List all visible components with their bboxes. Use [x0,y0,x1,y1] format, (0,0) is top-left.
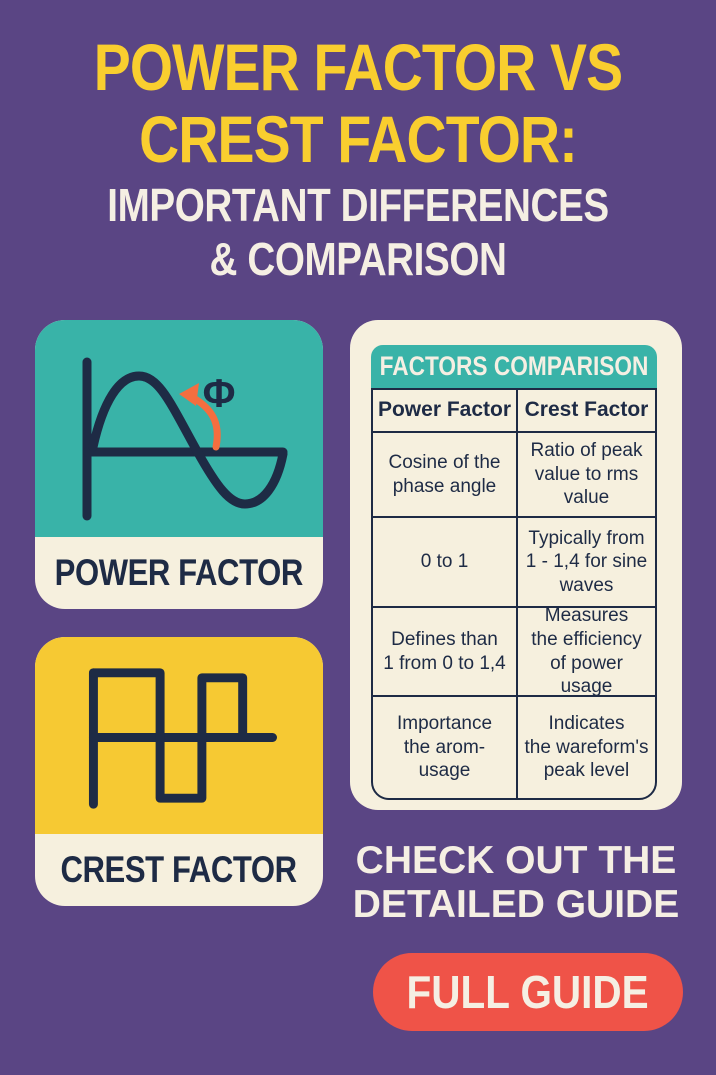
column-header-crest-factor: Crest Factor [518,390,655,433]
table-cell: 0 to 1 [373,518,518,608]
table-cell: Defines than 1 from 0 to 1,4 [373,608,518,697]
page-title-line1: POWER FACTOR VS [93,30,623,104]
phi-symbol: Φ [203,372,236,416]
full-guide-button[interactable]: FULL GUIDE [373,953,683,1031]
comparison-table: Power Factor Crest Factor Cosine of the … [371,388,657,800]
page-subtitle-line2: & COMPARISON [209,233,507,285]
cta-text-line1: CHECK OUT THE [355,839,677,882]
sine-wave-phase-angle-icon: Φ [35,320,323,537]
power-factor-label: POWER FACTOR [54,552,304,593]
table-cell: Measures the efficiency of power usage [518,605,655,697]
table-cell: Importance the arom- usage [373,697,518,798]
crest-factor-card: CREST FACTOR [35,637,323,906]
crest-factor-label: CREST FACTOR [60,849,298,890]
table-cell: Ratio of peak value to rms value [518,433,655,518]
phase-arrow-head [179,383,199,406]
comparison-card: FACTORS COMPARISON Power Factor Crest Fa… [350,320,682,810]
page-subtitle-line1: IMPORTANT DIFFERENCES [107,179,609,231]
page-title-line2: CREST FACTOR: [139,102,578,176]
column-header-power-factor: Power Factor [373,390,518,433]
square-wave-icon [35,637,323,834]
power-factor-card: Φ POWER FACTOR [35,320,323,609]
cta-text-line2: DETAILED GUIDE [352,883,680,926]
comparison-table-title: FACTORS COMPARISON [371,345,657,388]
table-cell: Typically from 1 - 1,4 for sine waves [518,518,655,608]
table-cell: Indicates the wareform's peak level [524,713,649,782]
table-cell: Cosine of the phase angle [373,433,518,518]
